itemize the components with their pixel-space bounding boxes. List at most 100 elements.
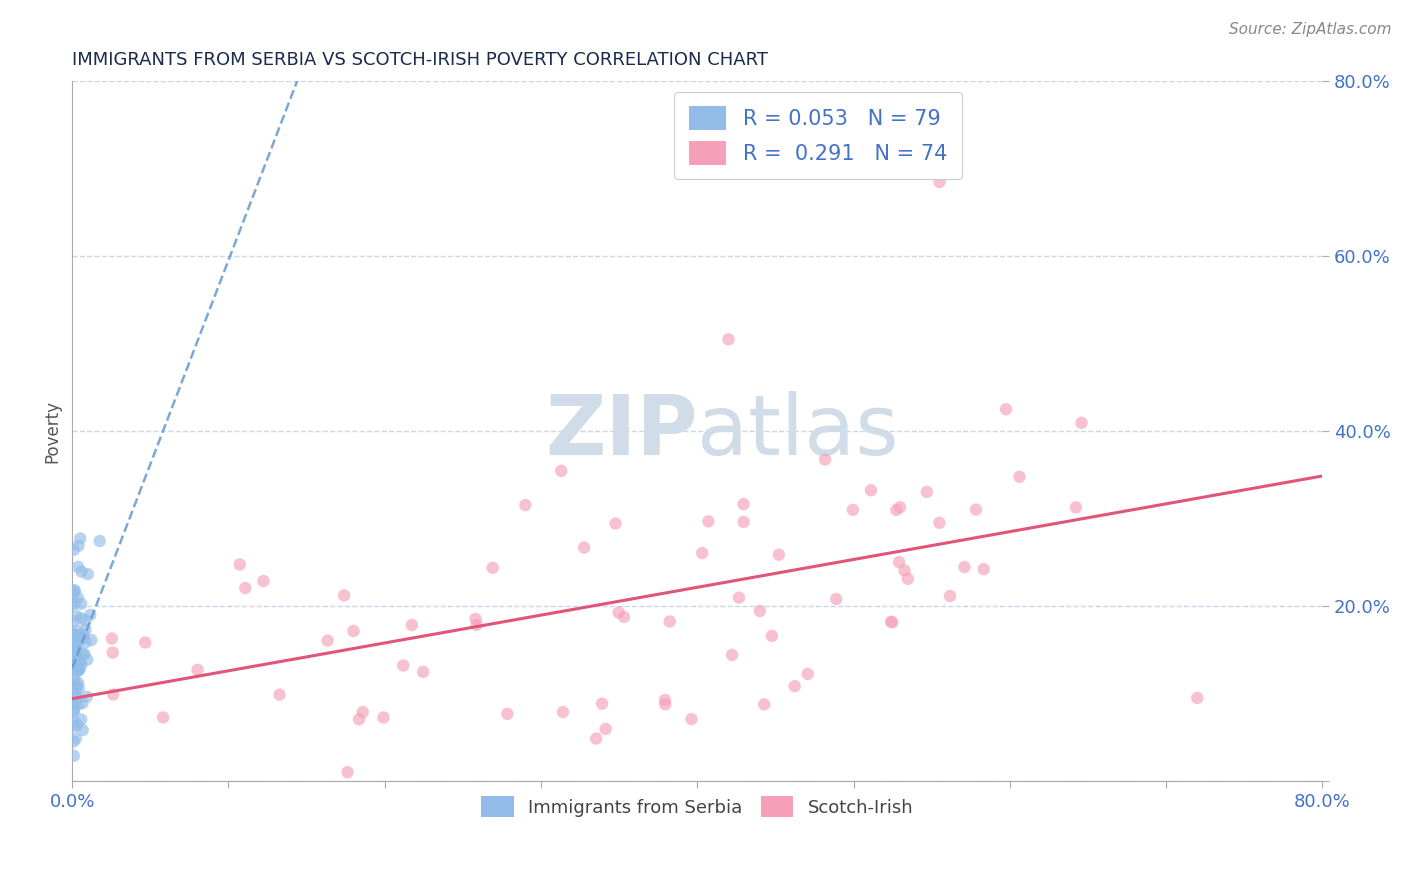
Point — [889, 500, 911, 515]
Point — [797, 667, 820, 681]
Point — [66, 646, 89, 660]
Point — [392, 658, 415, 673]
Text: IMMIGRANTS FROM SERBIA VS SCOTCH-IRISH POVERTY CORRELATION CHART: IMMIGRANTS FROM SERBIA VS SCOTCH-IRISH P… — [72, 51, 768, 69]
Point — [681, 712, 703, 726]
Point — [66, 678, 89, 692]
Point — [842, 503, 865, 517]
Point — [893, 564, 915, 578]
Point — [62, 614, 84, 628]
Point — [887, 555, 910, 569]
Point — [70, 597, 93, 611]
Point — [72, 723, 94, 737]
Point — [72, 632, 94, 646]
Point — [62, 635, 84, 649]
Point — [733, 497, 755, 511]
Point — [65, 629, 87, 643]
Point — [75, 623, 97, 637]
Point — [67, 676, 90, 690]
Point — [915, 484, 938, 499]
Point — [62, 701, 84, 715]
Point — [67, 539, 90, 553]
Point — [973, 562, 995, 576]
Point — [63, 641, 86, 656]
Point — [67, 681, 90, 696]
Point — [101, 632, 124, 646]
Point — [654, 698, 676, 712]
Point — [783, 679, 806, 693]
Point — [67, 662, 90, 676]
Point — [62, 596, 84, 610]
Point — [412, 665, 434, 679]
Point — [859, 483, 882, 498]
Point — [607, 606, 630, 620]
Point — [768, 548, 790, 562]
Point — [70, 713, 93, 727]
Point — [66, 648, 89, 663]
Point — [75, 613, 97, 627]
Point — [62, 542, 84, 557]
Point — [754, 698, 776, 712]
Point — [65, 691, 87, 706]
Point — [63, 639, 86, 653]
Point — [591, 697, 613, 711]
Legend: Immigrants from Serbia, Scotch-Irish: Immigrants from Serbia, Scotch-Irish — [474, 789, 921, 824]
Point — [187, 663, 209, 677]
Point — [62, 639, 84, 653]
Point — [994, 402, 1017, 417]
Point — [401, 618, 423, 632]
Point — [717, 332, 740, 346]
Point — [658, 615, 681, 629]
Point — [613, 610, 636, 624]
Point — [76, 653, 98, 667]
Point — [76, 567, 98, 582]
Point — [965, 502, 987, 516]
Point — [62, 719, 84, 733]
Point — [72, 627, 94, 641]
Point — [62, 641, 84, 656]
Text: ZIP: ZIP — [544, 391, 697, 472]
Point — [269, 688, 291, 702]
Point — [62, 587, 84, 601]
Point — [67, 663, 90, 677]
Point — [464, 612, 486, 626]
Point — [825, 592, 848, 607]
Point — [654, 693, 676, 707]
Point — [336, 765, 359, 780]
Point — [63, 659, 86, 673]
Point — [953, 560, 976, 574]
Point — [80, 633, 103, 648]
Point — [63, 584, 86, 599]
Point — [63, 597, 86, 611]
Point — [65, 641, 87, 656]
Point — [62, 637, 84, 651]
Point — [89, 534, 111, 549]
Point — [761, 629, 783, 643]
Point — [63, 650, 86, 665]
Point — [66, 718, 89, 732]
Point — [62, 714, 84, 729]
Point — [72, 696, 94, 710]
Point — [65, 608, 87, 623]
Point — [352, 705, 374, 719]
Point — [101, 688, 124, 702]
Point — [481, 560, 503, 574]
Text: Source: ZipAtlas.com: Source: ZipAtlas.com — [1229, 22, 1392, 37]
Point — [928, 175, 950, 189]
Point — [63, 681, 86, 695]
Point — [67, 560, 90, 574]
Point — [1070, 416, 1092, 430]
Point — [134, 635, 156, 649]
Point — [373, 710, 395, 724]
Point — [70, 630, 93, 644]
Point — [882, 615, 904, 630]
Point — [515, 498, 537, 512]
Point — [595, 722, 617, 736]
Point — [897, 572, 920, 586]
Point — [63, 698, 86, 712]
Point — [62, 627, 84, 641]
Point — [70, 611, 93, 625]
Point — [69, 655, 91, 669]
Point — [928, 516, 950, 530]
Point — [62, 666, 84, 681]
Point — [152, 710, 174, 724]
